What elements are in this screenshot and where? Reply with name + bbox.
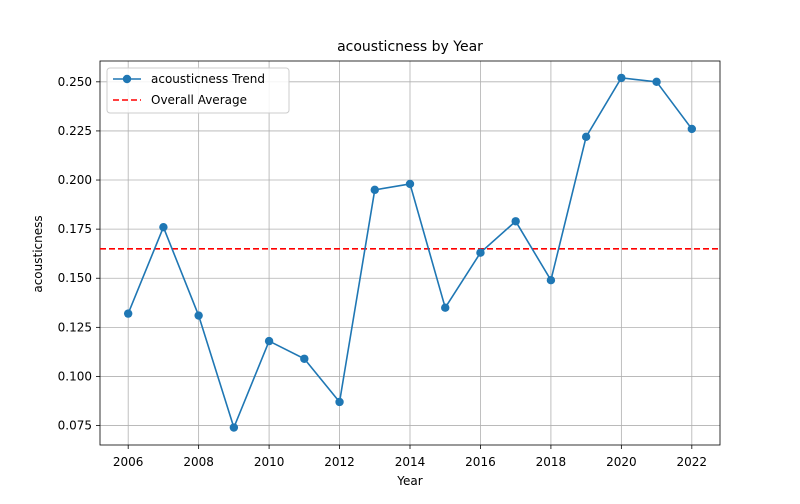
data-point — [687, 124, 697, 134]
x-tick-label: 2014 — [395, 455, 426, 469]
data-point — [300, 354, 309, 363]
tick-marks: 2006 2008 2010 2012 2014 2016 2018 2020 2022 0.07… — [58, 75, 707, 469]
x-tick-label: 2016 — [465, 455, 496, 469]
x-tick-label: 2008 — [183, 455, 214, 469]
x-tick-label: 2006 — [113, 455, 144, 469]
legend-box — [106, 67, 290, 114]
data-point — [264, 336, 274, 346]
data-point — [229, 423, 239, 432]
y-tick-label: 0.175 — [58, 222, 92, 236]
data-point — [546, 276, 556, 285]
data-point — [617, 73, 626, 83]
x-tick-label: 2010 — [254, 455, 285, 469]
y-tick-label: 0.075 — [58, 419, 92, 433]
data-point — [441, 303, 450, 312]
y-tick-label: 0.150 — [58, 271, 92, 285]
legend-trend-label: acousticness Trend — [151, 72, 265, 86]
x-tick-label: 2012 — [324, 455, 355, 469]
y-tick-label: 0.225 — [58, 124, 92, 138]
data-point — [370, 185, 379, 195]
data-point — [511, 217, 520, 226]
legend-average-label: Overall Average — [151, 93, 247, 107]
y-axis-label: acousticness — [31, 215, 45, 292]
x-axis-label: Year — [396, 474, 422, 488]
legend-trend-marker — [122, 74, 132, 84]
data-point — [194, 311, 203, 320]
chart-title: acousticness by Year — [337, 39, 483, 55]
y-tick-label: 0.125 — [58, 320, 92, 334]
x-tick-label: 2018 — [536, 455, 567, 469]
y-tick-label: 0.200 — [58, 173, 92, 187]
y-tick-label: 0.100 — [58, 369, 92, 383]
data-point — [405, 179, 415, 189]
y-tick-label: 0.250 — [58, 75, 92, 89]
data-series — [123, 73, 697, 432]
x-tick-label: 2022 — [677, 455, 708, 469]
data-point — [581, 132, 591, 142]
data-point — [159, 222, 168, 232]
data-point — [476, 248, 485, 257]
data-point — [335, 397, 344, 407]
x-tick-label: 2020 — [606, 455, 637, 469]
data-point — [123, 309, 133, 318]
legend: acousticness Trend Overall Average — [106, 67, 290, 114]
data-point — [652, 77, 661, 87]
